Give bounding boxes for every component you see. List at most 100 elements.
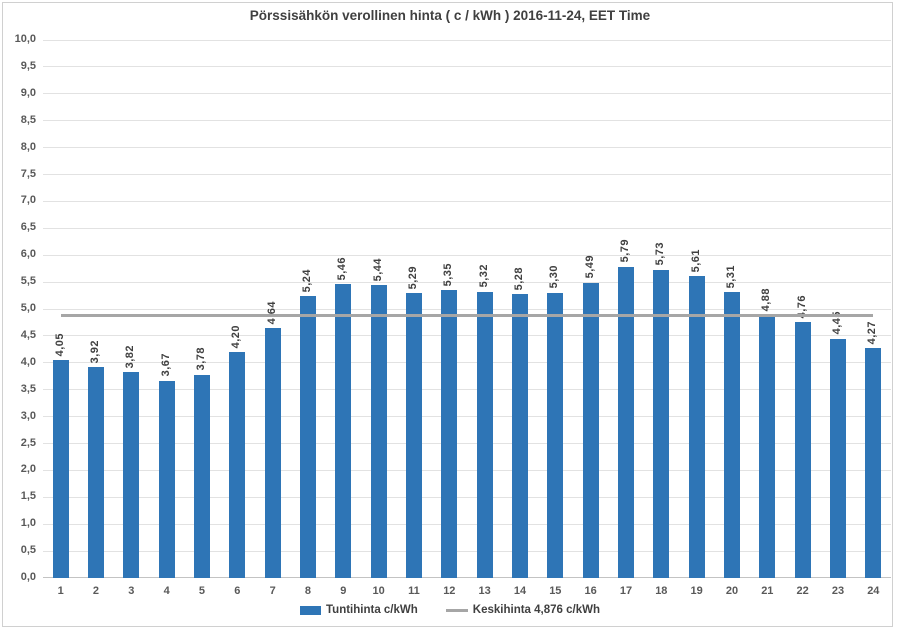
bar [229, 352, 246, 578]
bar [512, 293, 528, 578]
y-axis-label: 7,5 [20, 167, 36, 180]
gridline [43, 523, 891, 525]
gridline [43, 281, 891, 283]
bar-value-label: 5,73 [654, 242, 667, 266]
bar [724, 292, 740, 578]
bar [759, 315, 776, 578]
gridline [43, 550, 891, 552]
y-axis-label: 5,5 [20, 275, 36, 288]
bar [264, 328, 281, 578]
y-axis-label: 4,0 [20, 355, 36, 368]
x-axis-label: 22 [796, 585, 809, 597]
x-axis-label: 6 [234, 585, 241, 597]
bar-value-label: 5,79 [619, 239, 631, 263]
bar [653, 269, 670, 578]
x-axis-label: 15 [549, 585, 562, 597]
y-axis-label: 7,0 [20, 194, 36, 207]
bar [158, 380, 175, 578]
x-axis-label: 18 [655, 585, 668, 597]
bar-value-label: 3,78 [195, 347, 207, 371]
bar-value-label: 5,49 [583, 255, 596, 279]
gridline [43, 147, 891, 149]
y-axis-label: 9,5 [20, 59, 36, 72]
x-axis-label: 9 [340, 585, 347, 597]
y-axis-label: 0,0 [20, 571, 36, 583]
bar [406, 293, 422, 578]
chart-title: Pörssisähkön verollinen hinta ( c / kWh … [249, 8, 651, 23]
bar [794, 321, 811, 578]
x-axis-label: 16 [584, 585, 597, 597]
y-axis-label: 3,5 [20, 382, 36, 395]
y-axis-label: 2,0 [20, 463, 36, 476]
bar [865, 348, 882, 578]
y-axis-label: 9,0 [20, 86, 36, 99]
bar [123, 372, 140, 578]
x-axis-label: 3 [128, 585, 135, 597]
x-axis-label: 10 [372, 585, 385, 597]
gridline [43, 39, 891, 41]
bar [335, 284, 352, 578]
gridline [43, 120, 891, 122]
bar [618, 266, 634, 578]
x-axis-label: 19 [690, 585, 703, 597]
bar-value-label: 5,61 [689, 248, 702, 273]
bar [441, 290, 458, 578]
bar-value-label: 3,92 [89, 339, 101, 364]
gridline [43, 227, 891, 229]
bar-series-swatch-icon [300, 605, 321, 615]
gridline [43, 416, 891, 418]
gridline [43, 362, 891, 364]
bar-value-label: 5,29 [407, 265, 419, 290]
bar [300, 296, 316, 578]
plot-area: 4,05 3,92 3,82 3,67 3,78 4,20 4,64 5,24 5,46 5,44… [43, 39, 891, 578]
gridline [43, 66, 891, 68]
y-axis-label: 2,5 [20, 436, 36, 449]
bar [88, 367, 104, 578]
x-axis-label: 8 [304, 585, 312, 597]
x-axis-label: 23 [831, 585, 845, 597]
y-axis-label: 1,5 [20, 490, 36, 503]
bar-value-label: 3,67 [159, 353, 172, 377]
bar [688, 276, 705, 578]
y-axis-label: 0,5 [20, 544, 36, 557]
x-axis-label: 13 [478, 585, 491, 597]
gridline [43, 200, 891, 202]
bar-value-label: 4,88 [760, 288, 773, 312]
y-axis-label: 1,0 [20, 517, 36, 530]
bar [52, 360, 69, 578]
x-axis-label: 17 [619, 585, 633, 597]
y-axis-label: 4,5 [20, 328, 36, 341]
x-axis-label: 20 [725, 585, 739, 597]
x-axis-label: 2 [92, 585, 100, 597]
bar-value-label: 4,05 [53, 332, 66, 357]
bar-value-label: 4,64 [265, 300, 278, 325]
gridline [43, 254, 891, 256]
x-axis-line [43, 577, 891, 578]
average-price-line [60, 314, 874, 318]
y-axis-label: 3,0 [20, 409, 36, 422]
y-axis-label: 8,0 [20, 140, 36, 153]
legend-item-keskihinta: Keskihinta 4,876 c/kWh [445, 604, 600, 616]
bar-value-label: 5,46 [336, 256, 349, 281]
bar [476, 291, 493, 578]
bar-value-label: 5,35 [442, 262, 455, 287]
x-axis-label: 11 [408, 585, 420, 597]
bar-value-label: 5,24 [301, 268, 313, 293]
legend-label-tuntihinta: Tuntihinta c/kWh [326, 604, 418, 616]
gridline [43, 469, 891, 471]
x-axis-label: 7 [269, 585, 276, 597]
bar-value-label: 4,27 [866, 320, 879, 345]
bar [370, 285, 387, 578]
gridline [43, 308, 891, 310]
y-axis-label: 6,0 [20, 248, 36, 261]
y-axis-label: 6,5 [20, 221, 36, 234]
bar-value-label: 5,44 [371, 257, 384, 282]
gridline [43, 389, 891, 391]
gridline [43, 174, 891, 175]
x-axis-label: 21 [761, 585, 774, 597]
x-axis-label: 1 [57, 585, 64, 597]
bar [582, 282, 599, 578]
gridline [43, 335, 891, 337]
bar-value-label: 5,28 [513, 266, 525, 290]
